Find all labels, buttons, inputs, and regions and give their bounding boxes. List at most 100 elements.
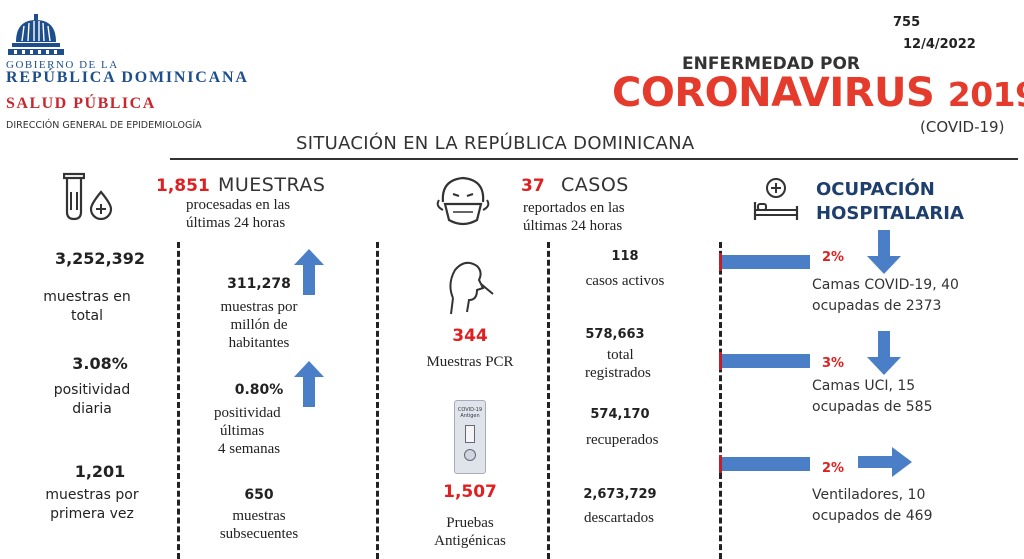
column-divider — [547, 242, 550, 559]
cases-24h-desc: reportados en las últimas 24 horas — [523, 199, 625, 235]
cases-label: CASOS — [561, 174, 629, 196]
bulletin-number: 755 — [893, 15, 921, 30]
per-million-line3: habitantes — [228, 335, 290, 351]
arrow-right-icon — [858, 447, 912, 477]
arrow-up-icon — [294, 249, 324, 295]
samples-desc-line2: últimas 24 horas — [186, 215, 286, 231]
subsequent-value: 650 — [244, 487, 274, 503]
covid-beds-line2: ocupadas de 2373 — [812, 298, 942, 314]
gov-line2: REPÚBLICA DOMINICANA — [6, 69, 249, 86]
masked-face-icon — [436, 176, 490, 226]
uci-beds-pct: 3% — [822, 356, 845, 371]
title-main: CORONAVIRUS — [612, 70, 935, 116]
ventilators-line1: Ventiladores, 10 — [812, 487, 926, 503]
discarded-value: 2,673,729 — [583, 487, 657, 502]
ministry-name: SALUD PÚBLICA — [6, 95, 156, 112]
blood-drop-icon — [89, 190, 113, 220]
column-divider — [376, 242, 379, 559]
occupancy-title-line1: OCUPACIÓN — [816, 179, 935, 200]
gov-line1: GOBIERNO DE LA — [6, 59, 119, 71]
cases-desc-line2: últimas 24 horas — [523, 218, 623, 234]
covid-beds-bar — [719, 253, 810, 271]
active-cases-label: casos activos — [585, 273, 665, 289]
nasal-swab-icon — [449, 261, 494, 315]
report-date: 12/4/2022 — [903, 37, 976, 52]
total-samples-line2: total — [70, 308, 103, 324]
uci-beds-line1: Camas UCI, 15 — [812, 378, 916, 394]
subsequent-line2: subsecuentes — [219, 526, 299, 542]
arrow-up-icon — [294, 361, 324, 407]
per-million-value: 311,278 — [227, 276, 291, 292]
hospital-bed-icon — [753, 178, 799, 220]
total-cases-label: total registrados — [585, 346, 705, 382]
covid-beds-label: Camas COVID-19, 40 ocupadas de 2373 — [812, 275, 959, 317]
ventilators-label: Ventiladores, 10 ocupados de 469 — [812, 485, 932, 527]
total-cases-line1: total — [607, 347, 634, 363]
active-cases-value: 118 — [611, 249, 639, 264]
title-top: ENFERMEDAD POR — [682, 54, 860, 74]
total-cases-line2: registrados — [585, 365, 651, 381]
antigen-test-kit-icon: COVID-19 Antigen — [454, 400, 486, 474]
occupancy-title: OCUPACIÓN HOSPITALARIA — [816, 178, 964, 226]
first-time-label: muestras por primera vez — [22, 486, 162, 524]
samples-label: MUESTRAS — [218, 174, 326, 196]
capitol-dome-icon — [8, 14, 64, 55]
ventilators-pct: 2% — [822, 461, 845, 476]
covid-beds-pct: 2% — [822, 250, 845, 265]
header-divider — [170, 158, 1018, 160]
antigen-line2: Antigénicas — [434, 533, 506, 549]
page-title: CORONAVIRUS 2019 — [612, 70, 1024, 116]
daily-positivity-label: positividad diaria — [22, 381, 162, 419]
daily-positivity-value: 3.08% — [72, 354, 128, 373]
uci-beds-label: Camas UCI, 15 ocupadas de 585 — [812, 376, 932, 418]
subsequent-label: muestras subsecuentes — [194, 507, 324, 543]
total-cases-value: 578,663 — [585, 327, 645, 342]
daily-positivity-line2: diaria — [72, 401, 112, 417]
test-kit-text: COVID-19 Antigen — [457, 407, 483, 419]
pcr-label: Muestras PCR — [426, 354, 514, 370]
subsequent-line1: muestras — [232, 508, 286, 524]
per-million-line1: muestras por — [220, 299, 298, 315]
cases-24h-count: 37 — [521, 176, 545, 196]
per-million-line2: millón de — [230, 317, 288, 333]
arrow-down-icon — [867, 230, 901, 274]
total-samples-value: 3,252,392 — [54, 249, 146, 268]
cases-desc-line1: reportados en las — [523, 200, 625, 216]
positivity-4w-line3: 4 semanas — [218, 441, 281, 457]
occupancy-title-line2: HOSPITALARIA — [816, 203, 964, 224]
total-samples-label: muestras en total — [22, 288, 152, 326]
title-sub: (COVID-19) — [920, 118, 1005, 136]
recovered-value: 574,170 — [590, 407, 650, 422]
antigen-value: 1,507 — [443, 482, 497, 502]
antigen-line1: Pruebas — [446, 515, 494, 531]
column-divider — [177, 242, 180, 559]
pcr-value: 344 — [452, 326, 488, 346]
directorate-name: DIRECCIÓN GENERAL DE EPIDEMIOLOGÍA — [6, 120, 202, 131]
ventilators-line2: ocupados de 469 — [812, 508, 933, 524]
total-samples-line1: muestras en — [43, 289, 131, 305]
antigen-label: Pruebas Antigénicas — [395, 514, 545, 550]
positivity-4w-value: 0.80% — [234, 382, 284, 398]
recovered-label: recuperados — [586, 432, 659, 448]
daily-positivity-line1: positividad — [53, 382, 131, 398]
arrow-down-icon — [867, 331, 901, 375]
first-time-line1: muestras por — [45, 487, 139, 503]
uci-beds-line2: ocupadas de 585 — [812, 399, 933, 415]
first-time-line2: primera vez — [50, 506, 134, 522]
first-time-value: 1,201 — [74, 462, 126, 481]
positivity-4w-line1: positividad — [214, 405, 281, 421]
per-million-label: muestras por millón de habitantes — [194, 298, 324, 352]
test-tube-icon — [63, 172, 85, 221]
title-year: 2019 — [947, 75, 1024, 114]
positivity-4w-line2: últimas — [220, 423, 265, 439]
positivity-4w-label: positividad últimas 4 semanas — [214, 404, 334, 458]
samples-24h-desc: procesadas en las últimas 24 horas — [186, 196, 290, 232]
samples-24h-count: 1,851 — [156, 176, 210, 196]
column-divider — [719, 242, 722, 559]
samples-desc-line1: procesadas en las — [186, 197, 291, 213]
covid-beds-line1: Camas COVID-19, 40 — [812, 277, 959, 293]
ventilators-bar — [719, 455, 810, 473]
page-subtitle: SITUACIÓN EN LA REPÚBLICA DOMINICANA — [296, 133, 695, 154]
discarded-label: descartados — [584, 510, 654, 526]
uci-beds-bar — [719, 352, 810, 370]
